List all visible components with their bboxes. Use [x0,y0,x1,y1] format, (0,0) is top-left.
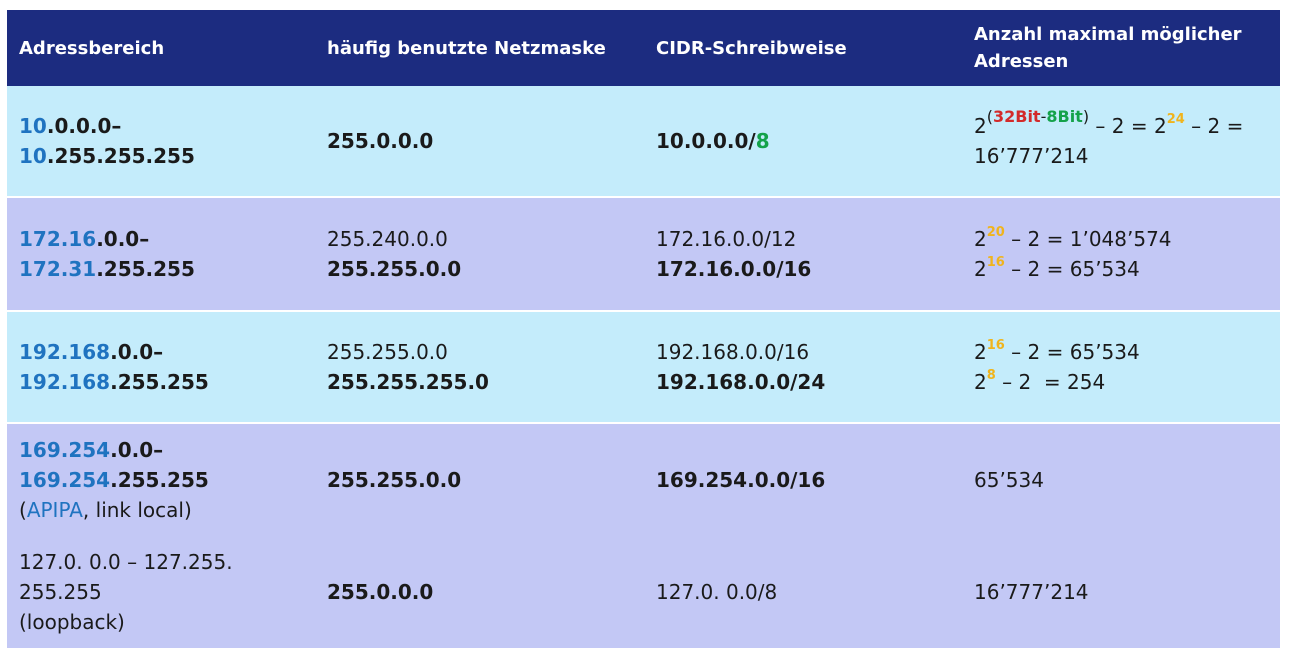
header-range: Adressbereich [7,10,315,86]
range-cell: 192.168.0.0– 192.168.255.255 [7,312,315,422]
range-net-part: 10 [19,144,47,168]
range-text: 127.0. 0.0 – 127.255. [19,550,233,574]
table-row: 127.0. 0.0 – 127.255. 255.255 (loopback)… [7,536,1280,648]
header-mask-label: häufig benutzte Netzmaske [327,37,606,59]
count-cell: 220 – 2 = 1’048’574 216 – 2 = 65’534 [962,198,1280,310]
range-host-part: .0.0– [96,227,150,251]
table-header: Adressbereich häufig benutzte Netzmaske … [7,10,1280,86]
range-text: 255.255 [19,580,102,604]
range-cell: 169.254.0.0– 169.254.255.255 (APIPA, lin… [19,438,209,522]
count-result: 65’534 [974,468,1044,492]
range-cell: 127.0. 0.0 – 127.255. 255.255 (loopback) [7,536,315,648]
range-host-part: .255.255 [96,257,195,281]
range-net-part: 172.16 [19,227,97,251]
count-cell: 65’534 [962,424,1280,536]
mask-cell: 255.0.0.0 [315,86,644,196]
cidr-value: 127.0. 0.0/8 [656,580,778,604]
range-host-part: .0.0.0– [46,114,122,138]
count-cell: 2(32Bit-8Bit) – 2 = 224 – 2 = 16’777’214 [962,86,1280,196]
cidr-cell: 169.254.0.0/16 [644,424,962,536]
range-net-part: 169.254 [19,438,111,462]
cidr-cell: 192.168.0.0/16 192.168.0.0/24 [644,312,962,422]
mask-value: 255.240.0.0 [327,227,448,251]
mask-value: 255.255.0.0 [327,257,462,281]
mask-value: 255.255.0.0 [327,340,448,364]
header-cidr-label: CIDR-Schreibweise [656,37,847,59]
range-net-part: 10 [19,114,47,138]
table-row: 10.0.0.0– 10.255.255.255 255.0.0.0 10.0.… [7,86,1280,196]
mask-cell: 255.0.0.0 [315,536,644,648]
count-result: 16’777’214 [974,144,1089,168]
range-host-part: .255.255 [110,468,209,492]
private-address-table: Adressbereich häufig benutzte Netzmaske … [7,10,1280,648]
header-count-line1: Anzahl maximal möglicher [974,24,1242,45]
table-row: 169.254.0.0– 169.254.255.255 (APIPA, lin… [7,422,1280,536]
mask-cell: 255.240.0.0 255.255.0.0 [315,198,644,310]
header-range-label: Adressbereich [19,37,165,59]
table-row: 172.16.0.0– 172.31.255.255 255.240.0.0 2… [7,196,1280,310]
count-result: 16’777’214 [974,580,1089,604]
count-formula: 216 – 2 = 65’534 [974,338,1140,364]
mask-cell: 255.255.0.0 255.255.255.0 [315,312,644,422]
range-host-part: .0.0– [110,340,164,364]
count-cell: 16’777’214 [962,536,1280,648]
range-host-part: .255.255 [110,370,209,394]
cidr-value: 169.254.0.0/16 [656,468,826,492]
count-formula: 28 – 2 = 254 [974,368,1106,394]
count-formula: 2(32Bit-8Bit) – 2 = 224 – 2 = [974,107,1244,139]
range-host-part: .0.0– [110,438,164,462]
header-mask: häufig benutzte Netzmaske [315,10,644,86]
count-cell: 216 – 2 = 65’534 28 – 2 = 254 [962,312,1280,422]
cidr-prefix: 10.0.0.0/ [656,129,756,153]
apipa-label: APIPA [26,498,83,522]
cidr-bits: 8 [755,129,770,153]
range-cell: 172.16.0.0– 172.31.255.255 [7,198,315,310]
header-count: Anzahl maximal möglicher Adressen [962,10,1280,86]
cidr-cell: 10.0.0.0/8 [644,86,962,196]
range-net-part: 192.168 [19,370,111,394]
range-net-part: 172.31 [19,257,97,281]
mask-cell: 255.255.0.0 [315,424,644,536]
table-row: 192.168.0.0– 192.168.255.255 255.255.0.0… [7,310,1280,422]
cidr-cell: 127.0. 0.0/8 [644,536,962,648]
mask-value: 255.255.255.0 [327,370,489,394]
cidr-value: 192.168.0.0/24 [656,370,826,394]
header-cidr: CIDR-Schreibweise [644,10,962,86]
count-formula: 216 – 2 = 65’534 [974,255,1140,281]
mask-value: 255.0.0.0 [327,129,434,153]
cidr-value: 192.168.0.0/16 [656,340,810,364]
range-net-part: 192.168 [19,340,111,364]
mask-value: 255.255.0.0 [327,468,462,492]
header-count-line2: Adressen [974,51,1069,72]
mask-value: 255.0.0.0 [327,580,434,604]
cidr-cell: 172.16.0.0/12 172.16.0.0/16 [644,198,962,310]
range-net-part: 169.254 [19,468,111,492]
count-formula: 220 – 2 = 1’048’574 [974,225,1172,251]
range-cell: 10.0.0.0– 10.255.255.255 [7,86,315,196]
range-host-part: .255.255.255 [46,144,195,168]
cidr-value: 172.16.0.0/16 [656,257,812,281]
range-note: (loopback) [19,610,125,634]
cidr-value: 172.16.0.0/12 [656,227,797,251]
